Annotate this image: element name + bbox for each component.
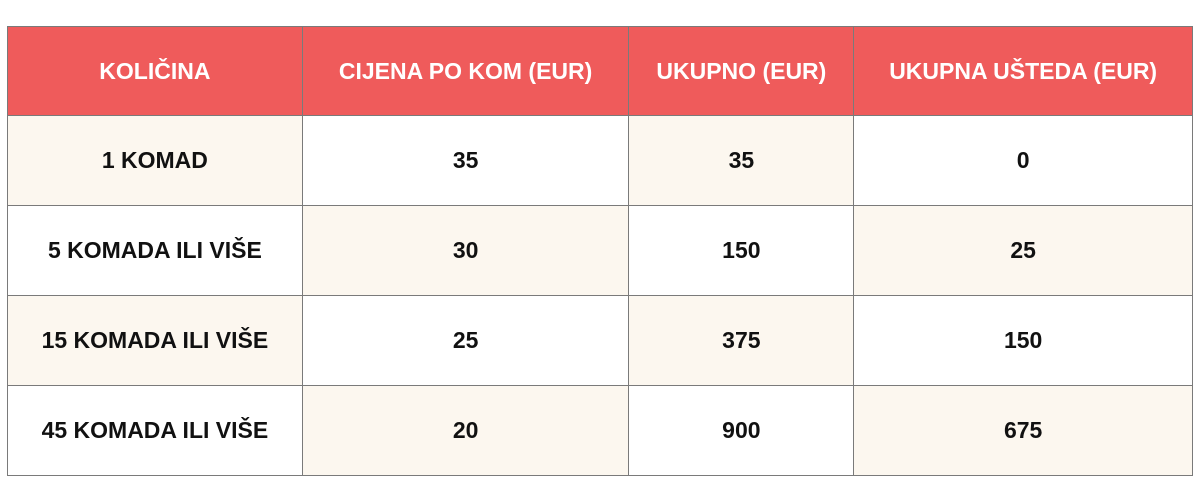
- table-row: 5 KOMADA ILI VIŠE 30 150 25: [7, 205, 1193, 296]
- table-row: 1 KOMAD 35 35 0: [7, 115, 1193, 206]
- cell-unit-price: 20: [301, 385, 630, 476]
- header-quantity: KOLIČINA: [7, 26, 303, 116]
- cell-unit-price: 25: [301, 295, 630, 386]
- header-savings: UKUPNA UŠTEDA (EUR): [853, 26, 1193, 116]
- cell-savings: 150: [853, 295, 1193, 386]
- price-table: KOLIČINA CIJENA PO KOM (EUR) UKUPNO (EUR…: [7, 26, 1193, 476]
- header-total: UKUPNO (EUR): [628, 26, 855, 116]
- cell-savings: 675: [853, 385, 1193, 476]
- cell-unit-price: 30: [301, 205, 630, 296]
- cell-quantity: 5 KOMADA ILI VIŠE: [7, 205, 303, 296]
- cell-quantity: 45 KOMADA ILI VIŠE: [7, 385, 303, 476]
- cell-total: 375: [628, 295, 855, 386]
- cell-total: 35: [628, 115, 855, 206]
- table-row: 45 KOMADA ILI VIŠE 20 900 675: [7, 385, 1193, 476]
- cell-total: 900: [628, 385, 855, 476]
- cell-savings: 0: [853, 115, 1193, 206]
- header-unit-price: CIJENA PO KOM (EUR): [301, 26, 630, 116]
- cell-savings: 25: [853, 205, 1193, 296]
- cell-quantity: 1 KOMAD: [7, 115, 303, 206]
- cell-unit-price: 35: [301, 115, 630, 206]
- header-row: KOLIČINA CIJENA PO KOM (EUR) UKUPNO (EUR…: [7, 26, 1193, 116]
- table-row: 15 KOMADA ILI VIŠE 25 375 150: [7, 295, 1193, 386]
- cell-total: 150: [628, 205, 855, 296]
- cell-quantity: 15 KOMADA ILI VIŠE: [7, 295, 303, 386]
